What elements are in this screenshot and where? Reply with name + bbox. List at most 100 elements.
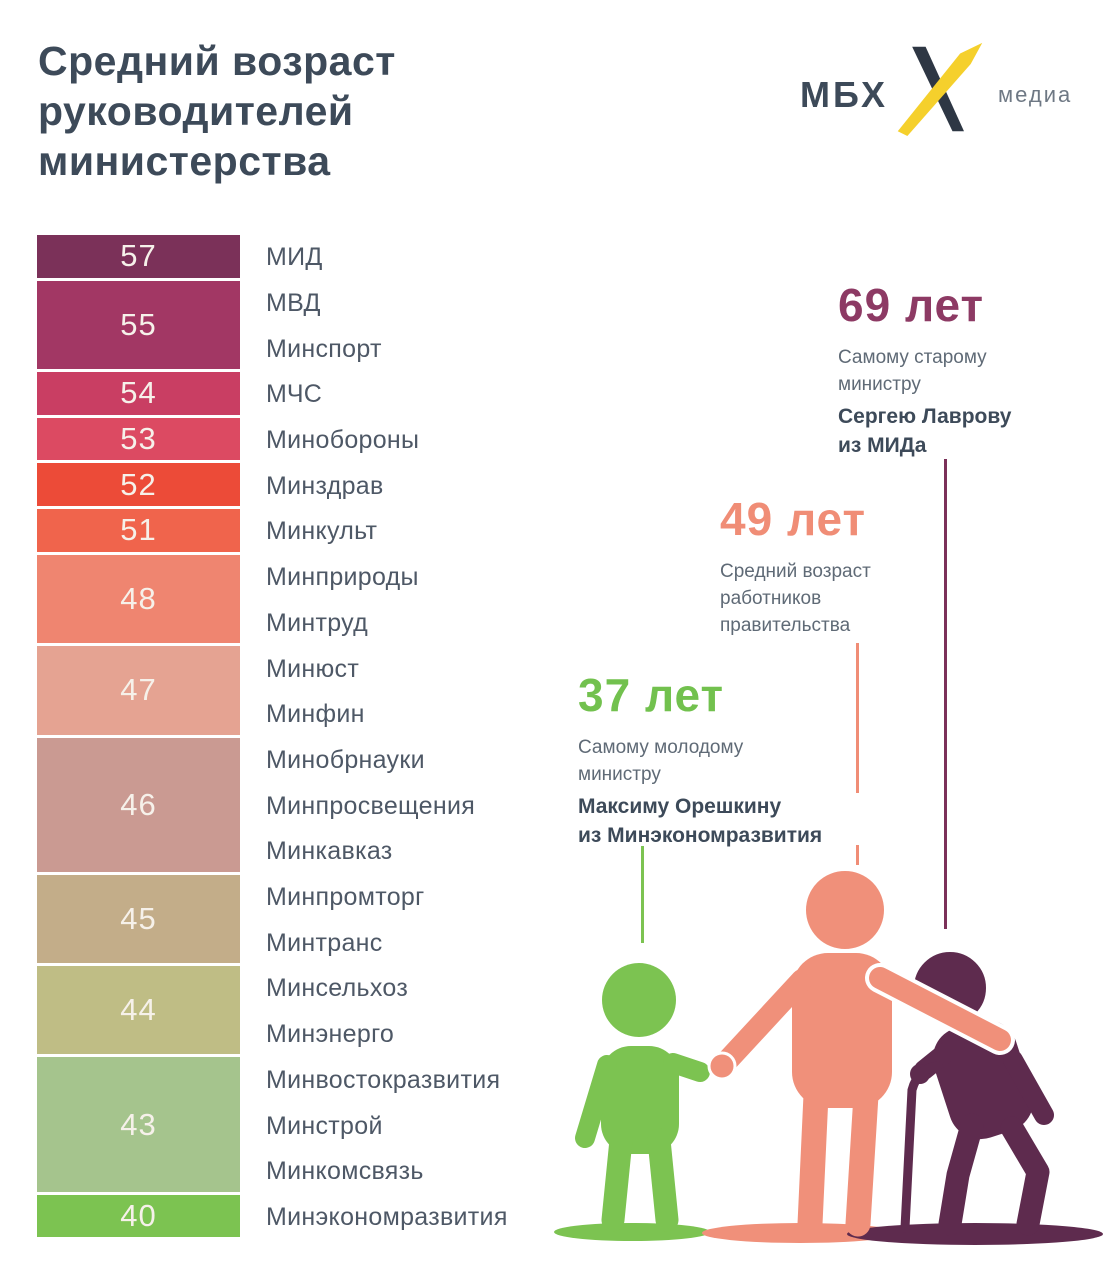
average-caption-line: Средний возраст [720,561,871,582]
ministry-label: Минпросвещения [266,791,476,820]
ministry-label: Минздрав [266,471,384,500]
ministry-labels: Минвостокразвития Минстрой Минкомсвязь [266,1057,500,1194]
age-value: 47 [120,672,157,708]
ministry-labels: Минприроды Минтруд [266,555,419,646]
ministry-label: Минтруд [266,608,369,637]
youngest-minister-name: Максиму Орешкину [578,795,782,818]
age-value: 45 [120,900,157,936]
young-figure-shadow [554,1223,710,1241]
chart-row: 54 МЧС [37,372,597,418]
chart-row: 45 Минпромторг Минтранс [37,874,597,966]
ministry-label: МЧС [266,380,323,409]
age-bar: 54 [37,372,240,415]
ministry-labels: Минздрав [266,463,384,509]
age-bar: 48 [37,554,240,644]
age-bar-wrap: 40 [37,1194,240,1241]
ministry-labels: Минпромторг Минтранс [266,875,425,966]
logo-text-mbh: МБХ [800,74,888,115]
age-bar-wrap: 43 [37,1057,240,1194]
age-bar: 45 [37,874,240,964]
ministry-label: Минтранс [266,928,383,957]
age-value: 43 [120,1106,157,1142]
age-bar: 53 [37,417,240,461]
ministry-label: Минпромторг [266,883,425,912]
ministry-label: Минкавказ [266,837,393,866]
age-bar: 55 [37,280,240,370]
ministry-labels: Минэкономразвития [266,1195,508,1241]
chart-row: 43 Минвостокразвития Минстрой Минкомсвязь [37,1057,597,1194]
youngest-age-value: 37 лет [578,669,725,721]
average-caption-line: работников [720,588,822,609]
ministry-label: МВД [266,289,321,318]
age-bar: 40 [37,1194,240,1238]
ministry-labels: Минкульт [266,509,377,555]
ministry-label: Минприроды [266,563,419,592]
age-bar-wrap: 53 [37,417,240,464]
age-bar: 46 [37,737,240,872]
age-bar: 44 [37,966,240,1055]
age-value: 57 [120,238,157,274]
age-bar: 51 [37,509,240,552]
chart-row: 57 МИД [37,235,597,281]
chart-row: 53 Минобороны [37,417,597,464]
ministry-label: Минвостокразвития [266,1065,501,1094]
logo-text-media: медиа [998,82,1073,107]
oldest-minister-name: Сергею Лаврову [838,405,1012,428]
age-value: 51 [120,512,157,548]
ministry-label: Минобрнауки [266,745,425,774]
age-bar-wrap: 47 [37,646,240,737]
connector-line-oldest [944,459,947,929]
age-bar: 52 [37,463,240,507]
average-caption-line: правительства [720,615,851,636]
ministry-label: Минкомсвязь [266,1157,424,1186]
page-title: Средний возраст руководителей министерст… [38,38,396,185]
age-bar-wrap: 52 [37,463,240,509]
young-minister-figure [575,963,710,1232]
ministry-labels: Минюст Минфин [266,646,365,737]
oldest-minister-ministry: из МИДа [838,434,927,457]
ministry-label: Минстрой [266,1111,383,1140]
walking-cane-icon [900,1061,943,1233]
youngest-caption-line: министру [578,764,661,785]
chart-row: 47 Минюст Минфин [37,646,597,737]
connector-line-youngest [641,846,644,943]
callout-average-age: 49 лет Средний возраст работников правит… [720,492,871,639]
ministry-label: Минэнерго [266,1020,395,1049]
old-figure-shadow [847,1223,1103,1245]
chart-row: 44 Минсельхоз Минэнерго [37,966,597,1057]
ministry-label: Минобороны [266,426,420,455]
ministry-labels: Минсельхоз Минэнерго [266,966,408,1057]
youngest-caption-line: Самому молодому [578,737,744,758]
oldest-age-value: 69 лет [838,279,985,331]
ministry-labels: МИД [266,235,323,281]
logo-x-icon [897,42,983,137]
callout-oldest-minister: 69 лет Самому старому министру Сергею Ла… [838,278,1011,460]
connector-line-average [856,643,859,793]
oldest-caption-line: Самому старому [838,347,987,368]
age-bar-wrap: 54 [37,372,240,418]
age-value: 52 [120,466,157,502]
ministry-label: Минфин [266,700,365,729]
ministry-labels: Минобороны [266,418,419,464]
ministry-label: Минэкономразвития [266,1202,508,1231]
age-value: 54 [120,375,157,411]
ministry-label: Минюст [266,654,360,683]
callout-youngest-minister: 37 лет Самому молодому министру Максиму … [578,668,822,850]
age-value: 55 [120,306,157,342]
age-bar-wrap: 48 [37,554,240,646]
age-value: 46 [120,786,157,822]
chart-row: 40 Минэкономразвития [37,1194,597,1241]
connector-line-average-tip [856,845,859,865]
ministry-label: МИД [266,243,323,272]
age-bar: 57 [37,235,240,278]
age-value: 40 [120,1197,157,1233]
age-bar-wrap: 46 [37,737,240,875]
age-bar-wrap: 44 [37,966,240,1057]
average-age-value: 49 лет [720,493,867,545]
oldest-caption-line: министру [838,374,921,395]
age-value: 53 [120,421,157,457]
age-bar-wrap: 45 [37,874,240,966]
average-worker-figure [707,867,1015,1237]
age-bar-chart: 57 МИД 55 МВД Минспорт 54 МЧС 53 Минобороны 52 Мин… [37,235,597,1240]
chart-row: 48 Минприроды Минтруд [37,554,597,646]
